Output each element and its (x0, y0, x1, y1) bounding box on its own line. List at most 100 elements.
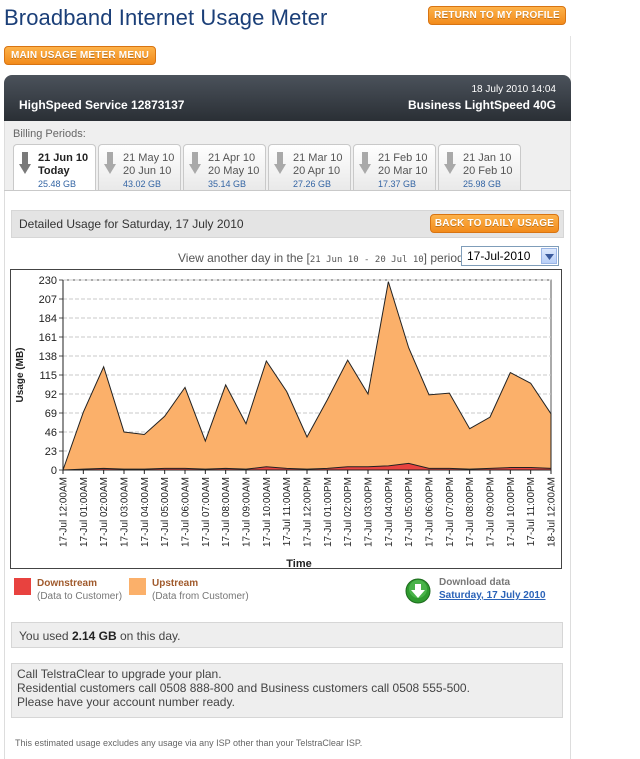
arrow-down-icon (104, 152, 116, 174)
y-tick-label: 46 (45, 427, 57, 439)
x-tick-label: 17-Jul 07:00PM (445, 477, 456, 547)
x-tick-label: 17-Jul 08:00PM (465, 477, 476, 547)
period-usage: 25.48 GB (38, 179, 77, 189)
period-end: 20 Feb 10 (463, 165, 513, 177)
period-start: 21 May 10 (123, 152, 175, 164)
x-tick-label: 17-Jul 07:00AM (201, 477, 212, 547)
billing-period-tab[interactable]: 21 Jan 10 20 Feb 10 25.98 GB (438, 144, 521, 190)
y-tick-label: 0 (51, 465, 57, 477)
y-tick-label: 207 (39, 294, 57, 306)
billing-period-tab[interactable]: 21 May 10 20 Jun 10 43.02 GB (98, 144, 181, 190)
x-tick-label: 17-Jul 08:00AM (221, 477, 232, 547)
y-tick-label: 115 (39, 370, 57, 382)
billing-period-tab[interactable]: 21 Jun 10 Today 25.48 GB (13, 144, 96, 191)
download-data-link[interactable]: Saturday, 17 July 2010 (439, 590, 546, 601)
period-start: 21 Apr 10 (208, 152, 256, 164)
downstream-legend-sub: (Data to Customer) (37, 591, 123, 602)
x-tick-label: 17-Jul 09:00AM (242, 477, 253, 547)
daily-usage-summary: You used 2.14 GB on this day. (11, 622, 563, 648)
detail-title: Detailed Usage for Saturday, 17 July 201… (19, 217, 244, 231)
selected-date: 17-Jul-2010 (467, 249, 531, 263)
x-tick-label: 17-Jul 05:00AM (160, 477, 171, 547)
period-end: 20 Apr 10 (293, 165, 341, 177)
main-menu-button[interactable]: MAIN USAGE METER MENU (4, 46, 156, 65)
x-tick-label: 17-Jul 12:00AM (59, 477, 70, 547)
x-tick-label: 17-Jul 10:00AM (262, 477, 273, 547)
upstream-legend-name: Upstream (152, 578, 199, 589)
x-tick-label: 17-Jul 04:00AM (140, 477, 151, 547)
period-usage: 17.37 GB (378, 179, 417, 189)
download-icon[interactable] (405, 578, 431, 604)
y-tick-label: 23 (45, 446, 57, 458)
arrow-down-icon (444, 152, 456, 174)
x-tick-label: 17-Jul 02:00AM (99, 477, 110, 547)
x-tick-label: 18-Jul 12:00AM (547, 477, 558, 547)
arrow-down-icon (19, 152, 31, 174)
x-tick-label: 17-Jul 03:00PM (364, 477, 375, 547)
back-to-daily-usage-button[interactable]: BACK TO DAILY USAGE (430, 214, 559, 233)
y-tick-label: 92 (45, 389, 57, 401)
x-tick-label: 17-Jul 11:00PM (526, 477, 537, 546)
upgrade-line: Please have your account number ready. (17, 695, 235, 709)
period-usage: 43.02 GB (123, 179, 162, 189)
daily-usage-amount: 2.14 GB (71, 629, 117, 643)
period-usage: 35.14 GB (208, 179, 247, 189)
period-usage: 25.98 GB (463, 179, 502, 189)
y-tick-label: 138 (39, 351, 57, 363)
footnote: This estimated usage excludes any usage … (15, 738, 363, 748)
arrow-down-icon (189, 152, 201, 174)
y-tick-label: 230 (39, 275, 57, 287)
x-tick-label: 17-Jul 02:00PM (343, 477, 354, 547)
view-another-day-label: View another day in the [21 Jun 10 - 20 … (178, 251, 468, 265)
period-start: 21 Jan 10 (463, 152, 512, 164)
x-tick-label: 17-Jul 06:00AM (181, 477, 192, 547)
report-datetime: 18 July 2010 14:04 (471, 84, 556, 95)
arrow-down-icon (274, 152, 286, 174)
upstream-swatch (129, 578, 146, 595)
x-axis-label: Time (286, 558, 311, 568)
page-title: Broadband Internet Usage Meter (4, 5, 328, 30)
x-tick-label: 17-Jul 01:00AM (79, 477, 90, 547)
x-tick-label: 17-Jul 03:00AM (120, 477, 131, 547)
y-tick-label: 184 (39, 313, 57, 325)
period-start: 21 Jun 10 (38, 152, 89, 164)
x-tick-label: 17-Jul 11:00AM (282, 477, 293, 546)
usage-chart-svg: 0 23 46 69 92 115 138 161 184 207 230 17-Jul 12:00A… (15, 275, 558, 568)
y-tick-label: 161 (39, 332, 57, 344)
service-header: HighSpeed Service 12873137 18 July 2010 … (4, 75, 571, 121)
service-name: HighSpeed Service 12873137 (19, 98, 185, 112)
plan-name: Business LightSpeed 40G (407, 98, 556, 112)
billing-period-tab[interactable]: 21 Apr 10 20 May 10 35.14 GB (183, 144, 266, 190)
period-start: 21 Mar 10 (293, 152, 343, 164)
y-axis-label: Usage (MB) (15, 347, 26, 402)
period-usage: 27.26 GB (293, 179, 332, 189)
period-start: 21 Feb 10 (378, 152, 428, 164)
date-select[interactable]: 17-Jul-2010 (461, 246, 559, 266)
billing-periods-label: Billing Periods: (13, 128, 86, 140)
tabs-divider (4, 190, 571, 191)
upgrade-line: Residential customers call 0508 888-800 … (17, 681, 470, 695)
billing-period-tab[interactable]: 21 Mar 10 20 Apr 10 27.26 GB (268, 144, 351, 190)
x-tick-label: 17-Jul 05:00PM (404, 477, 415, 547)
y-tick-label: 69 (45, 408, 57, 420)
upgrade-notice: Call TelstraClear to upgrade your plan. … (11, 663, 563, 718)
period-end: 20 Mar 10 (378, 165, 428, 177)
period-end: 20 May 10 (208, 165, 260, 177)
upstream-legend-sub: (Data from Customer) (152, 591, 249, 602)
x-tick-label: 17-Jul 04:00PM (384, 477, 395, 547)
x-tick-label: 17-Jul 10:00PM (506, 477, 517, 547)
x-tick-label: 17-Jul 09:00PM (486, 477, 497, 547)
download-data-title: Download data (439, 577, 511, 588)
chevron-down-icon[interactable] (541, 248, 557, 264)
period-end: Today (38, 165, 70, 177)
upgrade-line: Call TelstraClear to upgrade your plan. (17, 667, 222, 681)
return-to-profile-button[interactable]: RETURN TO MY PROFILE (428, 6, 566, 25)
period-end: 20 Jun 10 (123, 165, 172, 177)
x-tick-label: 17-Jul 12:00PM (303, 477, 314, 547)
x-tick-label: 17-Jul 01:00PM (323, 477, 334, 547)
usage-chart: 0 23 46 69 92 115 138 161 184 207 230 17-Jul 12:00A… (10, 269, 562, 569)
downstream-legend-name: Downstream (37, 578, 98, 589)
downstream-swatch (14, 578, 31, 595)
billing-period-tab[interactable]: 21 Feb 10 20 Mar 10 17.37 GB (353, 144, 436, 190)
arrow-down-icon (359, 152, 371, 174)
